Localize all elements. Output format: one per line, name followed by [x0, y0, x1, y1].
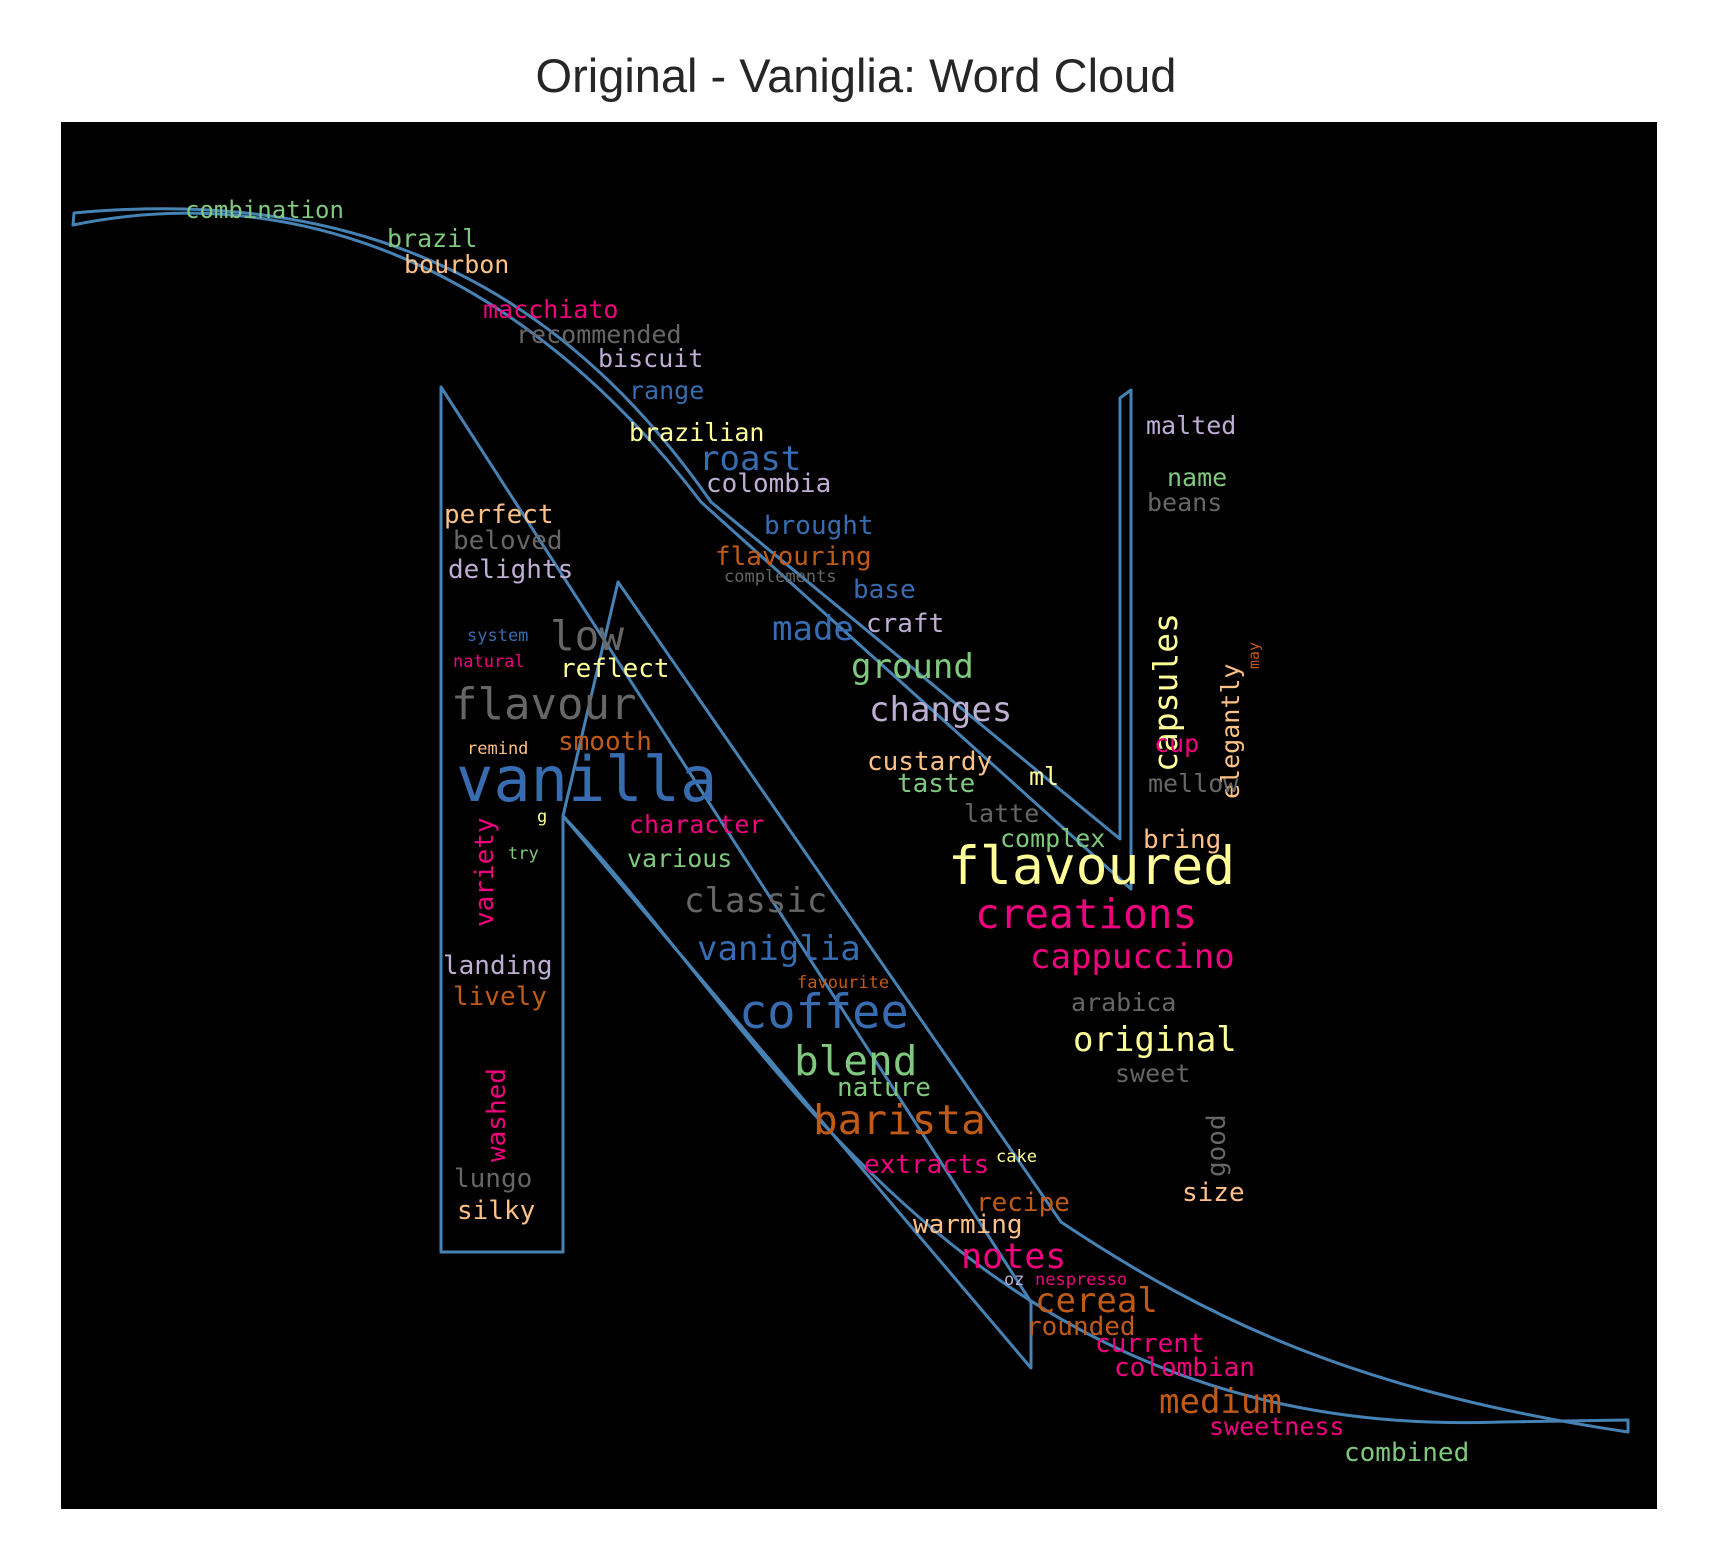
word-complex: complex [1000, 824, 1105, 853]
word-sweetness: sweetness [1209, 1412, 1344, 1441]
word-try: try [508, 844, 539, 864]
word-various: various [627, 844, 732, 873]
word-favourite: favourite [797, 973, 889, 993]
word-changes: changes [869, 690, 1012, 730]
word-landing: landing [443, 951, 553, 981]
word-biscuit: biscuit [598, 344, 703, 373]
word-beans: beans [1147, 488, 1222, 517]
word-character: character [629, 810, 764, 839]
word-silky: silky [457, 1196, 535, 1226]
word-variety: variety [470, 817, 500, 927]
word-lively: lively [453, 982, 547, 1012]
word-remind: remind [467, 739, 528, 759]
word-elegantly: elegantly [1216, 664, 1245, 799]
word-size: size [1182, 1178, 1245, 1208]
word-good: good [1202, 1114, 1232, 1177]
word-combination: combination [185, 196, 344, 224]
word-nature: nature [837, 1073, 931, 1103]
word-may: may [1245, 642, 1263, 669]
word-macchiato: macchiato [483, 295, 618, 324]
word-ground: ground [851, 647, 974, 687]
word-perfect: perfect [444, 500, 554, 530]
word-medium: medium [1159, 1382, 1282, 1422]
word-beloved: beloved [453, 526, 563, 556]
word-warming: warming [913, 1210, 1023, 1240]
word-cloud-canvas: combination brazil bourbon macchiato recomme… [61, 122, 1657, 1509]
word-classic: classic [684, 881, 827, 921]
word-craft: craft [866, 609, 944, 639]
word-brazilian: brazilian [629, 418, 764, 447]
word-reflect: reflect [560, 654, 670, 684]
word-notes: notes [961, 1237, 1066, 1277]
word-delights: delights [448, 555, 573, 585]
word-smooth: smooth [558, 727, 652, 757]
top-swoosh-outline [71, 207, 1133, 891]
word-recipe: recipe [976, 1188, 1070, 1218]
word-system: system [467, 626, 528, 646]
word-extracts: extracts [864, 1150, 989, 1180]
word-latte: latte [964, 799, 1039, 828]
word-cup: cup [1154, 729, 1199, 758]
word-colombia: colombia [706, 469, 831, 499]
word-barista: barista [813, 1096, 986, 1144]
word-combined: combined [1344, 1438, 1469, 1468]
word-arabica: arabica [1071, 988, 1176, 1017]
word-coffee: coffee [739, 985, 909, 1040]
word-custardy: custardy [867, 747, 992, 777]
word-cereal: cereal [1035, 1281, 1158, 1321]
word-brought: brought [764, 511, 874, 541]
word-low: low [550, 612, 624, 660]
word-vaniglia: vaniglia [697, 929, 861, 969]
word-creations: creations [975, 890, 1197, 938]
word-recommended: recommended [516, 320, 682, 349]
word-colombian: colombian [1114, 1353, 1255, 1383]
word-cappuccino: cappuccino [1030, 937, 1235, 977]
word-nespresso: nespresso [1035, 1270, 1127, 1290]
word-taste: taste [897, 769, 975, 799]
bottom-swoosh-outline [561, 580, 1630, 1434]
word-flavouring: flavouring [715, 542, 872, 572]
word-mellow: mellow [1148, 769, 1239, 798]
word-flavoured: flavoured [948, 836, 1235, 897]
word-bring: bring [1143, 825, 1221, 855]
word-current: current [1095, 1329, 1205, 1359]
word-original: original [1073, 1020, 1237, 1060]
word-cake: cake [996, 1147, 1037, 1167]
word-name: name [1167, 463, 1227, 492]
word-capsules: capsules [1146, 613, 1185, 772]
word-vanilla: vanilla [456, 743, 717, 816]
word-oz: oz [1004, 1270, 1024, 1290]
chart-title: Original - Vaniglia: Word Cloud [535, 49, 1177, 102]
word-g: g [537, 807, 547, 827]
word-made: made [772, 609, 854, 649]
word-natural: natural [453, 652, 525, 672]
word-sweet: sweet [1115, 1059, 1190, 1088]
word-blend: blend [794, 1037, 917, 1085]
word-complements: complements [724, 567, 837, 587]
word-base: base [853, 575, 916, 605]
word-roast: roast [699, 439, 801, 479]
word-rounded: rounded [1026, 1312, 1136, 1342]
word-range: range [629, 376, 704, 405]
word-malted: malted [1146, 411, 1236, 440]
word-washed: washed [482, 1068, 512, 1162]
word-brazil: brazil [387, 224, 477, 253]
word-lungo: lungo [454, 1164, 532, 1194]
word-flavour: flavour [451, 679, 636, 730]
word-ml: ml [1029, 762, 1059, 791]
word-bourbon: bourbon [404, 250, 509, 279]
